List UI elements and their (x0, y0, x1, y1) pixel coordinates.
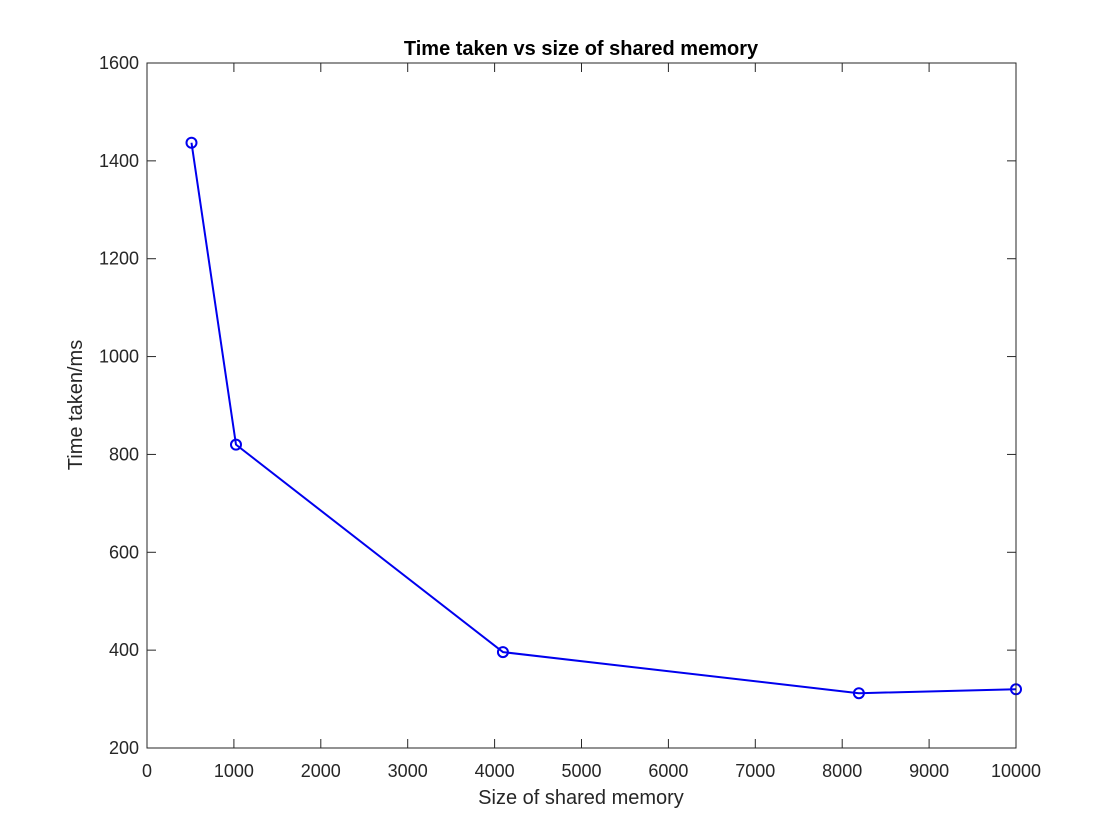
y-tick-label: 400 (109, 640, 139, 660)
x-tick-label: 2000 (301, 761, 341, 781)
x-axis-title: Size of shared memory (478, 787, 684, 809)
x-tick-label: 1000 (214, 761, 254, 781)
y-tick-label: 1600 (99, 53, 139, 73)
y-axis-title: Time taken/ms (65, 340, 87, 470)
x-tick-label: 9000 (909, 761, 949, 781)
x-tick-label: 0 (142, 761, 152, 781)
y-tick-label: 1400 (99, 151, 139, 171)
y-tick-label: 1000 (99, 347, 139, 367)
x-tick-label: 10000 (991, 761, 1041, 781)
x-tick-label: 6000 (648, 761, 688, 781)
x-tick-label: 4000 (475, 761, 515, 781)
x-tick-label: 5000 (561, 761, 601, 781)
data-point-marker (852, 687, 865, 700)
plot-frame (146, 62, 1017, 749)
x-tick-label: 3000 (388, 761, 428, 781)
y-tick-label: 200 (109, 738, 139, 758)
axis-tick-labels: 0 1000 2000 3000 4000 5000 6000 7000 8000 9000 100… (99, 53, 1041, 781)
x-tick-label: 7000 (735, 761, 775, 781)
data-point-marker (229, 438, 242, 451)
y-tick-label: 600 (109, 542, 139, 562)
y-tick-label: 800 (109, 444, 139, 464)
data-point-marker (496, 646, 509, 659)
plot-marks (185, 136, 1022, 700)
y-tick-label: 1200 (99, 249, 139, 269)
series-line (190, 142, 1017, 695)
x-tick-label: 8000 (822, 761, 862, 781)
chart-title: Time taken vs size of shared memory (404, 38, 759, 60)
data-point-marker (185, 136, 198, 149)
